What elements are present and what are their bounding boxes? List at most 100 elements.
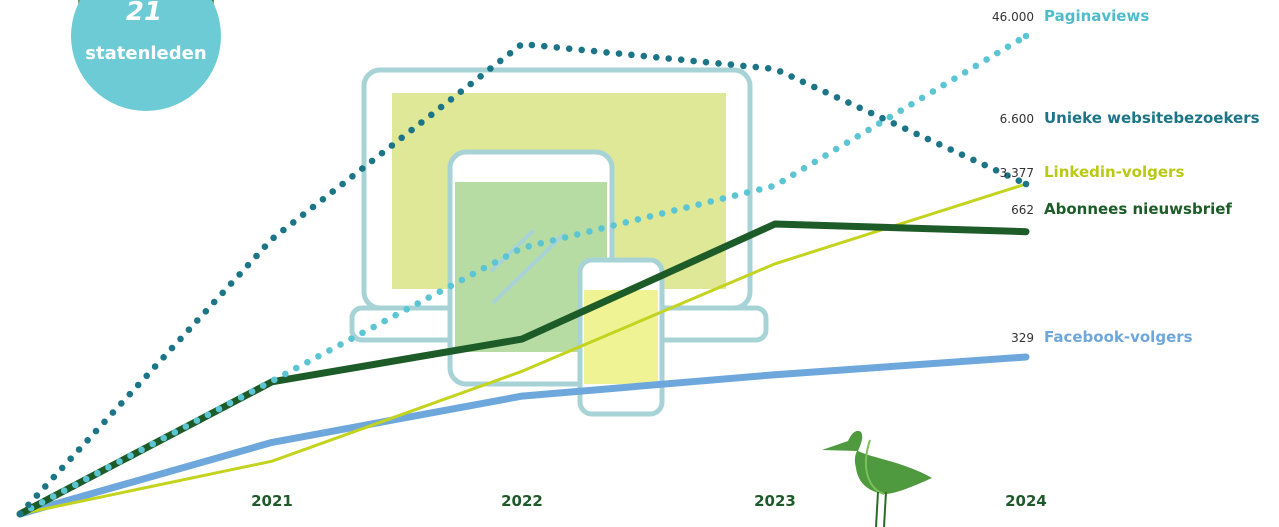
point-unieke-websitebezoekers	[185, 326, 193, 334]
point-unieke-websitebezoekers	[740, 62, 747, 70]
point-unieke-websitebezoekers	[677, 56, 685, 63]
point-unieke-websitebezoekers	[210, 298, 218, 306]
point-paginaviews	[326, 347, 333, 354]
point-unieke-websitebezoekers	[603, 49, 610, 56]
point-unieke-websitebezoekers	[253, 252, 260, 260]
point-unieke-websitebezoekers	[752, 63, 760, 71]
point-paginaviews	[865, 126, 872, 134]
point-unieke-websitebezoekers	[168, 344, 176, 352]
point-paginaviews	[646, 213, 654, 220]
point-unieke-websitebezoekers	[339, 180, 346, 188]
point-unieke-websitebezoekers	[101, 418, 108, 426]
point-paginaviews	[811, 158, 819, 166]
point-unieke-websitebezoekers	[236, 271, 243, 278]
point-paginaviews	[790, 171, 797, 178]
point-unieke-websitebezoekers	[368, 157, 376, 165]
series-name-linkedin-volgers: Linkedin-volgers	[1044, 163, 1184, 181]
point-paginaviews	[719, 195, 727, 202]
bird-icon	[822, 430, 932, 527]
point-unieke-websitebezoekers	[16, 510, 24, 518]
point-paginaviews	[918, 94, 926, 102]
value-label-linkedin-volgers: 3.377	[1000, 166, 1034, 180]
point-unieke-websitebezoekers	[398, 134, 406, 142]
point-unieke-websitebezoekers	[25, 501, 32, 509]
point-paginaviews	[940, 81, 947, 89]
point-unieke-websitebezoekers	[177, 335, 184, 343]
point-paginaviews	[707, 198, 714, 205]
point-paginaviews	[961, 69, 969, 76]
point-paginaviews	[171, 429, 179, 436]
point-unieke-websitebezoekers	[487, 65, 494, 72]
point-unieke-websitebezoekers	[143, 372, 150, 380]
point-unieke-websitebezoekers	[541, 42, 548, 50]
point-unieke-websitebezoekers	[764, 65, 772, 72]
point-paginaviews	[491, 259, 499, 266]
point-unieke-websitebezoekers	[947, 146, 954, 153]
series-unieke-websitebezoekers	[16, 41, 1030, 518]
value-label-facebook-volgers: 329	[1011, 331, 1034, 345]
point-paginaviews	[271, 376, 278, 384]
point-paginaviews	[756, 186, 763, 193]
point-unieke-websitebezoekers	[329, 188, 337, 195]
point-unieke-websitebezoekers	[151, 363, 159, 370]
point-unieke-websitebezoekers	[506, 50, 514, 57]
value-label-unieke-websitebezoekers: 6.600	[1000, 112, 1034, 126]
point-unieke-websitebezoekers	[261, 243, 269, 250]
x-tick-2022: 2022	[501, 492, 543, 510]
point-paginaviews	[743, 189, 751, 196]
point-paginaviews	[513, 247, 521, 254]
point-paginaviews	[994, 49, 1001, 57]
x-tick-2024: 2024	[1005, 492, 1047, 510]
point-unieke-websitebezoekers	[418, 119, 425, 126]
point-paginaviews	[436, 288, 444, 296]
point-unieke-websitebezoekers	[227, 280, 235, 287]
point-paginaviews	[425, 294, 433, 301]
point-unieke-websitebezoekers	[349, 173, 356, 180]
point-paginaviews	[282, 370, 289, 378]
point-paginaviews	[800, 165, 808, 172]
point-unieke-websitebezoekers	[799, 78, 807, 86]
point-paginaviews	[573, 231, 581, 238]
point-unieke-websitebezoekers	[457, 88, 465, 95]
point-paginaviews	[480, 264, 488, 272]
point-unieke-websitebezoekers	[811, 83, 818, 91]
point-paginaviews	[525, 243, 532, 250]
point-unieke-websitebezoekers	[42, 483, 49, 490]
point-unieke-websitebezoekers	[126, 390, 134, 398]
point-unieke-websitebezoekers	[690, 57, 697, 65]
point-unieke-websitebezoekers	[833, 94, 841, 101]
point-unieke-websitebezoekers	[378, 149, 386, 157]
point-unieke-websitebezoekers	[408, 126, 415, 134]
point-unieke-websitebezoekers	[319, 196, 327, 203]
point-unieke-websitebezoekers	[75, 446, 83, 453]
point-paginaviews	[875, 120, 883, 127]
point-paginaviews	[854, 133, 861, 140]
point-paginaviews	[105, 464, 112, 471]
point-paginaviews	[634, 216, 642, 223]
point-paginaviews	[83, 475, 90, 483]
point-unieke-websitebezoekers	[856, 104, 863, 112]
point-unieke-websitebezoekers	[578, 46, 585, 54]
point-paginaviews	[215, 405, 223, 413]
point-paginaviews	[908, 101, 915, 108]
point-paginaviews	[897, 107, 904, 114]
value-label-paginaviews: 46.000	[992, 10, 1034, 24]
series-paginaviews	[16, 32, 1030, 518]
point-unieke-websitebezoekers	[219, 289, 226, 297]
point-paginaviews	[49, 493, 57, 500]
point-paginaviews	[983, 56, 990, 63]
point-paginaviews	[843, 139, 851, 146]
series-name-abonnees-nieuwsbrief: Abonnees nieuwsbrief	[1044, 200, 1232, 218]
point-unieke-websitebezoekers	[290, 219, 297, 226]
point-unieke-websitebezoekers	[981, 161, 988, 169]
point-paginaviews	[779, 177, 786, 185]
point-unieke-websitebezoekers	[309, 203, 317, 211]
point-unieke-websitebezoekers	[879, 114, 886, 122]
point-paginaviews	[116, 458, 123, 465]
series-lines	[16, 32, 1030, 518]
value-label-abonnees-nieuwsbrief: 662	[1011, 203, 1034, 217]
point-paginaviews	[695, 201, 702, 208]
point-paginaviews	[822, 152, 829, 159]
point-paginaviews	[414, 300, 422, 307]
